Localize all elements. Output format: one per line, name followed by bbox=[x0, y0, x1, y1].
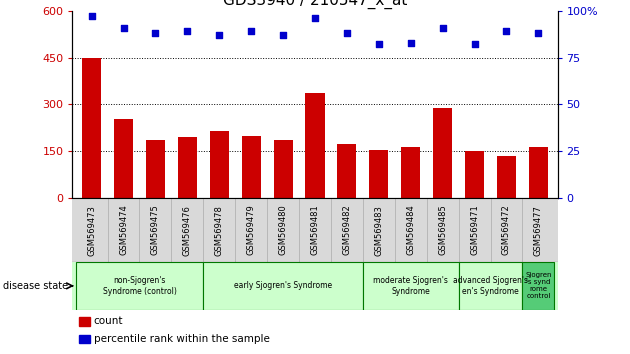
Text: disease state: disease state bbox=[3, 281, 68, 291]
Text: GSM569481: GSM569481 bbox=[311, 205, 319, 256]
Text: GSM569473: GSM569473 bbox=[87, 205, 96, 256]
Bar bbox=[203, 262, 363, 310]
Point bbox=[534, 30, 544, 36]
Bar bbox=[241, 136, 261, 198]
Text: GSM569475: GSM569475 bbox=[151, 205, 160, 256]
Text: GSM569485: GSM569485 bbox=[438, 205, 447, 256]
Point bbox=[501, 28, 512, 34]
Point bbox=[214, 32, 224, 38]
Bar bbox=[82, 57, 101, 198]
Point bbox=[118, 25, 129, 30]
Point bbox=[278, 32, 288, 38]
Text: non-Sjogren's
Syndrome (control): non-Sjogren's Syndrome (control) bbox=[103, 276, 176, 296]
Text: GSM569476: GSM569476 bbox=[183, 205, 192, 256]
Text: early Sjogren's Syndrome: early Sjogren's Syndrome bbox=[234, 281, 332, 290]
Text: GSM569478: GSM569478 bbox=[215, 205, 224, 256]
Point bbox=[342, 30, 352, 36]
Bar bbox=[337, 143, 357, 198]
Point bbox=[86, 13, 96, 19]
Point bbox=[246, 28, 256, 34]
Point bbox=[310, 15, 320, 21]
Bar bbox=[178, 137, 197, 198]
Text: GSM569471: GSM569471 bbox=[470, 205, 479, 256]
Bar bbox=[76, 262, 203, 310]
Title: GDS3940 / 210547_x_at: GDS3940 / 210547_x_at bbox=[223, 0, 407, 9]
Bar bbox=[146, 141, 165, 198]
Text: GSM569482: GSM569482 bbox=[343, 205, 352, 256]
Bar bbox=[369, 150, 389, 198]
Bar bbox=[273, 141, 293, 198]
Text: moderate Sjogren's
Syndrome: moderate Sjogren's Syndrome bbox=[374, 276, 448, 296]
Text: GSM569484: GSM569484 bbox=[406, 205, 415, 256]
Bar bbox=[529, 147, 548, 198]
Text: GSM569472: GSM569472 bbox=[502, 205, 511, 256]
Bar bbox=[433, 108, 452, 198]
Point bbox=[438, 25, 448, 30]
Bar bbox=[522, 262, 554, 310]
Text: GSM569480: GSM569480 bbox=[278, 205, 287, 256]
Point bbox=[374, 41, 384, 47]
Bar bbox=[363, 262, 459, 310]
Text: Sjogren
's synd
rome
control: Sjogren 's synd rome control bbox=[525, 272, 552, 299]
Bar bbox=[459, 262, 522, 310]
Point bbox=[151, 30, 161, 36]
Point bbox=[469, 41, 479, 47]
Text: advanced Sjogren's
en's Syndrome: advanced Sjogren's en's Syndrome bbox=[453, 276, 528, 296]
Bar bbox=[210, 131, 229, 198]
Text: GSM569477: GSM569477 bbox=[534, 205, 543, 256]
Point bbox=[406, 40, 416, 45]
Text: GSM569479: GSM569479 bbox=[247, 205, 256, 256]
Bar bbox=[114, 119, 133, 198]
Bar bbox=[401, 147, 420, 198]
Text: percentile rank within the sample: percentile rank within the sample bbox=[94, 334, 270, 344]
Bar bbox=[497, 156, 516, 198]
Text: GSM569483: GSM569483 bbox=[374, 205, 383, 256]
Point bbox=[182, 28, 192, 34]
Bar bbox=[465, 152, 484, 198]
Text: GSM569474: GSM569474 bbox=[119, 205, 128, 256]
Text: count: count bbox=[94, 316, 123, 326]
Bar bbox=[306, 93, 324, 198]
